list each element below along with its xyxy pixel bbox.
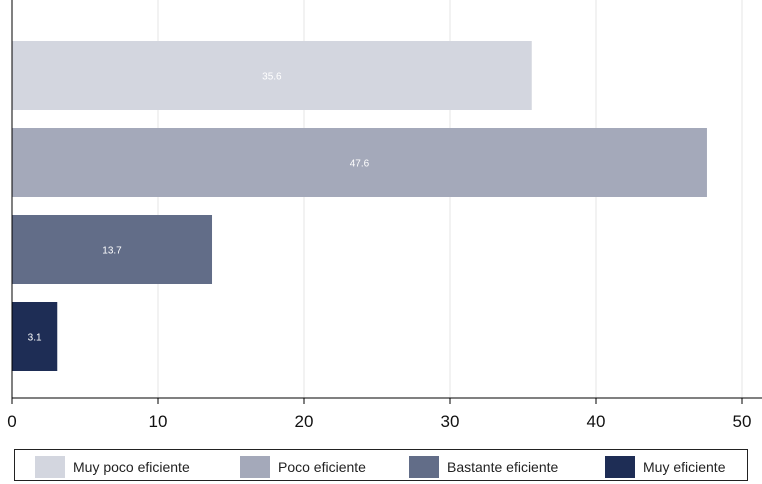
legend-item-poco: Poco eficiente (240, 456, 366, 478)
x-axis-ticks: 0 10 20 30 40 50 (7, 398, 751, 431)
bar (12, 128, 707, 197)
legend-label: Muy eficiente (643, 459, 726, 475)
bar-value-labels: 35.6 47.6 13.7 3.1 (28, 72, 370, 344)
legend-label: Muy poco eficiente (73, 459, 190, 475)
bars (12, 41, 707, 371)
x-tick-label: 20 (295, 412, 314, 431)
bar-value-label: 3.1 (28, 333, 42, 344)
legend-item-bastante: Bastante eficiente (409, 456, 559, 478)
legend-swatch (605, 456, 635, 478)
bar (12, 215, 213, 284)
legend-swatch (409, 456, 439, 478)
x-tick-label: 40 (587, 412, 606, 431)
bar (12, 302, 58, 371)
x-tick-label: 30 (441, 412, 460, 431)
legend-label: Poco eficiente (278, 459, 366, 475)
bar-chart: 35.6 47.6 13.7 3.1 0 10 20 30 40 50 (7, 0, 762, 431)
bar-value-label: 47.6 (350, 159, 370, 170)
legend-label: Bastante eficiente (447, 459, 559, 475)
legend-item-muy: Muy eficiente (605, 456, 726, 478)
legend-swatch (35, 456, 65, 478)
x-tick-label: 50 (733, 412, 752, 431)
x-tick-label: 10 (149, 412, 168, 431)
legend: Muy poco eficiente Poco eficiente Bastan… (14, 449, 748, 481)
x-tick-label: 0 (7, 412, 16, 431)
legend-swatch (240, 456, 270, 478)
bar-value-label: 13.7 (102, 246, 122, 257)
bar (12, 41, 532, 110)
legend-item-muy-poco: Muy poco eficiente (35, 456, 190, 478)
bar-value-label: 35.6 (262, 72, 282, 83)
